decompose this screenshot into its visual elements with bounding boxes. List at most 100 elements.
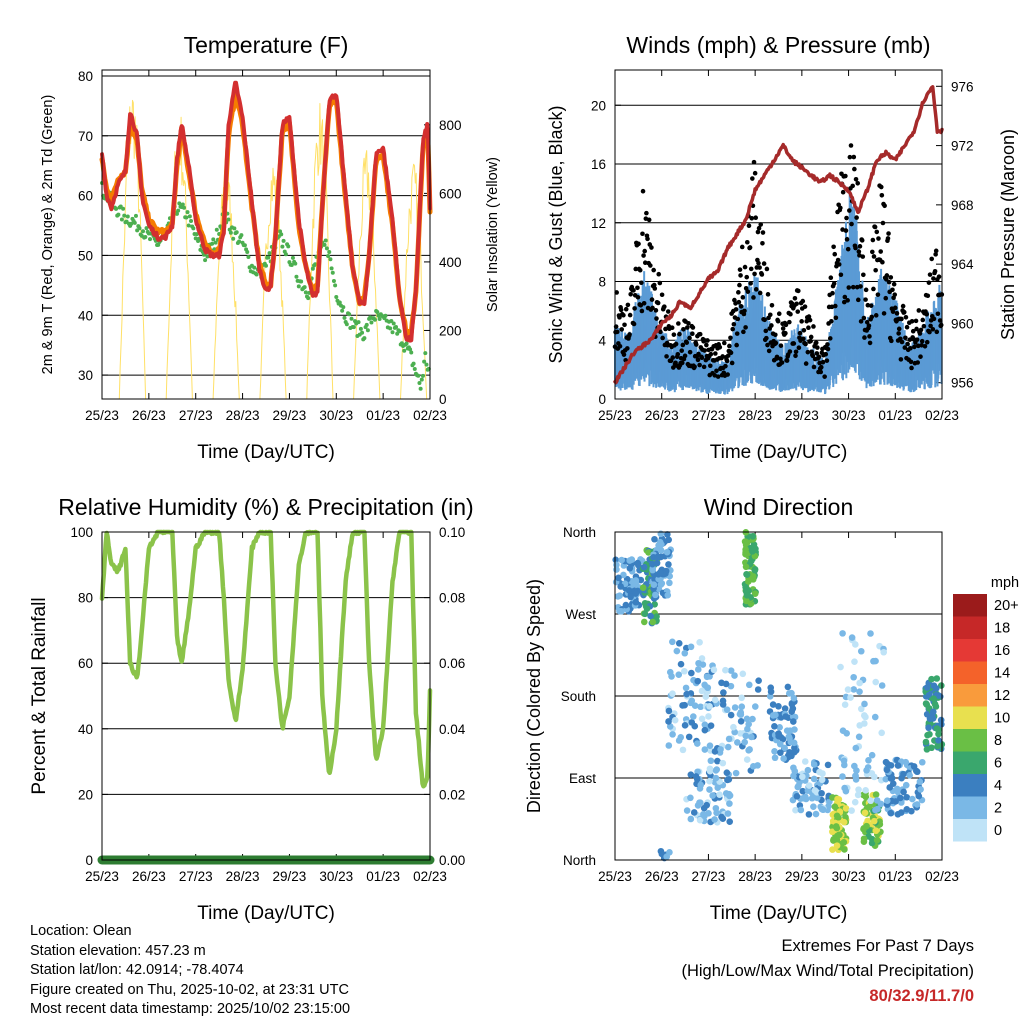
direction-point bbox=[666, 579, 673, 587]
chart-title: Wind Direction bbox=[704, 494, 854, 520]
direction-point bbox=[743, 715, 751, 723]
dewpoint-point bbox=[203, 258, 208, 263]
y2-tick-label: 0.00 bbox=[439, 853, 465, 868]
y2-tick-label: 964 bbox=[951, 257, 974, 272]
gust-point bbox=[913, 318, 919, 324]
direction-point bbox=[829, 794, 836, 801]
direction-point bbox=[799, 773, 806, 781]
gust-point bbox=[740, 295, 746, 300]
x-tick-label: 30/23 bbox=[832, 408, 866, 423]
gust-point bbox=[690, 325, 696, 330]
direction-point bbox=[792, 806, 799, 814]
direction-point bbox=[923, 746, 931, 753]
x-tick-label: 27/23 bbox=[179, 408, 213, 423]
direction-point bbox=[824, 761, 832, 769]
gust-point bbox=[779, 360, 785, 365]
direction-point bbox=[717, 746, 724, 753]
gust-point bbox=[654, 316, 659, 321]
direction-point bbox=[726, 792, 733, 800]
gust-point bbox=[903, 335, 908, 341]
gust-point bbox=[680, 342, 686, 348]
direction-point bbox=[771, 747, 778, 755]
dewpoint-point bbox=[328, 257, 333, 262]
direction-point bbox=[926, 715, 934, 722]
gust-point bbox=[880, 220, 886, 226]
gust-point bbox=[867, 334, 872, 339]
gust-point bbox=[632, 306, 637, 311]
gust-point bbox=[930, 326, 936, 332]
direction-point bbox=[933, 725, 941, 732]
direction-point bbox=[657, 530, 665, 538]
gust-point bbox=[756, 260, 761, 266]
dewpoint-point bbox=[334, 294, 339, 299]
direction-point bbox=[863, 767, 870, 774]
direction-point bbox=[669, 731, 676, 738]
gust-point bbox=[775, 318, 781, 324]
direction-point bbox=[805, 782, 813, 789]
direction-point bbox=[737, 718, 745, 725]
gust-point bbox=[639, 308, 645, 314]
solar-insolation-day bbox=[400, 163, 428, 400]
gust-point bbox=[742, 308, 747, 314]
dewpoint-point bbox=[360, 330, 365, 335]
gust-point bbox=[864, 319, 870, 325]
direction-point bbox=[688, 669, 695, 677]
gust-point bbox=[863, 297, 868, 302]
gust-point bbox=[657, 280, 663, 286]
gust-point bbox=[935, 311, 941, 317]
gust-point bbox=[748, 266, 754, 272]
gust-point bbox=[633, 266, 639, 272]
colorbar-label: 2 bbox=[994, 801, 1002, 817]
direction-point bbox=[788, 708, 796, 715]
gust-point bbox=[751, 159, 757, 165]
gust-point bbox=[886, 279, 892, 285]
dewpoint-point bbox=[191, 226, 196, 231]
direction-point bbox=[801, 758, 809, 765]
chart-title: Temperature (F) bbox=[184, 32, 349, 58]
direction-point bbox=[614, 593, 622, 600]
direction-point bbox=[840, 757, 848, 765]
gust-point bbox=[833, 315, 839, 321]
direction-point bbox=[702, 693, 710, 700]
direction-point bbox=[894, 762, 902, 769]
gust-point bbox=[692, 364, 697, 370]
direction-point bbox=[922, 700, 930, 707]
direction-point bbox=[730, 723, 737, 731]
gust-point bbox=[843, 173, 848, 179]
gust-point bbox=[628, 291, 633, 297]
direction-point bbox=[731, 672, 738, 679]
direction-point bbox=[751, 566, 759, 573]
y-tick-label: 60 bbox=[78, 656, 93, 671]
direction-point bbox=[797, 806, 805, 814]
direction-point bbox=[652, 591, 659, 599]
gust-point bbox=[831, 281, 837, 286]
temp-9m-line bbox=[99, 91, 433, 338]
colorbar-label: 14 bbox=[994, 666, 1010, 682]
gust-point bbox=[796, 345, 802, 350]
x-tick-label: 02/23 bbox=[925, 869, 959, 884]
y-tick-label: West bbox=[565, 607, 596, 622]
gust-point bbox=[832, 251, 838, 257]
direction-point bbox=[791, 726, 798, 733]
x-axis-label: Time (Day/UTC) bbox=[197, 442, 335, 463]
y-tick-label: 40 bbox=[78, 722, 93, 737]
extremes-title: Extremes For Past 7 Days bbox=[781, 937, 974, 955]
direction-point bbox=[930, 695, 937, 702]
direction-point bbox=[840, 818, 848, 826]
gust-point bbox=[811, 324, 816, 329]
y-axis-label: Sonic Wind & Gust (Blue, Black) bbox=[546, 105, 566, 363]
dewpoint-point bbox=[409, 350, 414, 355]
gust-point bbox=[805, 349, 811, 355]
direction-point bbox=[665, 707, 673, 715]
y-tick-label: 20 bbox=[591, 98, 606, 113]
gust-point bbox=[859, 238, 865, 243]
gust-point bbox=[928, 323, 933, 329]
gust-point bbox=[662, 304, 667, 309]
extremes-box: Extremes For Past 7 Days (High/Low/Max W… bbox=[681, 934, 974, 1009]
gust-point bbox=[746, 223, 752, 229]
direction-point bbox=[862, 713, 869, 721]
gust-point bbox=[899, 339, 905, 345]
gust-point bbox=[858, 284, 863, 289]
gust-point bbox=[881, 311, 887, 316]
gust-point bbox=[850, 183, 855, 189]
